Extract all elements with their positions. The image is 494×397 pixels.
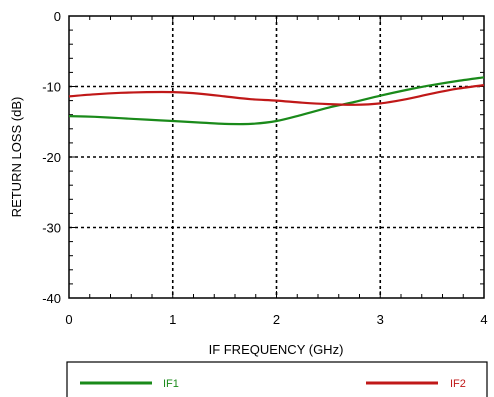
y-tick-label: -10 (42, 80, 61, 95)
x-tick-label: 3 (377, 312, 384, 327)
y-axis-title: RETURN LOSS (dB) (9, 97, 24, 218)
legend: IF1 IF2 (66, 361, 488, 397)
y-tick-label: -40 (42, 291, 61, 306)
x-axis-title: IF FREQUENCY (GHz) (209, 342, 344, 357)
x-tick-label: 4 (480, 312, 487, 327)
grid (69, 16, 484, 298)
tick-labels: 0 1 2 3 4 0 -10 -20 -30 -40 (42, 9, 487, 327)
legend-box (66, 361, 488, 397)
x-tick-label: 1 (169, 312, 176, 327)
y-tick-label: 0 (54, 9, 61, 24)
x-tick-label: 2 (273, 312, 280, 327)
y-tick-label: -20 (42, 150, 61, 165)
series-line-if2 (68, 84, 485, 106)
y-tick-label: -30 (42, 221, 61, 236)
legend-label-if1: IF1 (163, 378, 179, 390)
x-tick-label: 0 (65, 312, 72, 327)
ticks (68, 15, 485, 299)
series (68, 76, 485, 126)
legend-label-if2: IF2 (450, 378, 466, 390)
series-line-if1 (68, 76, 485, 126)
